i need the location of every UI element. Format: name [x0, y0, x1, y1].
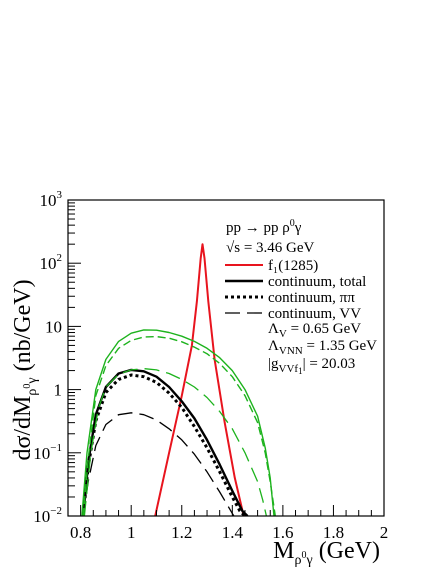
series-line-4 — [81, 329, 275, 516]
y-tick-label: 10 — [45, 317, 62, 336]
legend-label-3: continuum, VV — [268, 306, 361, 322]
legend-label-1: continuum, total — [268, 274, 366, 290]
annotation-block: pp → pp ρ0γ √s = 3.46 GeV — [226, 218, 315, 256]
x-axis: 0.8 1 1.2 1.4 1.6 1.8 2 — [67, 505, 389, 542]
x-tick-label: 1.2 — [171, 523, 192, 542]
x-tick-label: 2 — [380, 523, 389, 542]
x-tick-label: 1 — [127, 523, 136, 542]
annotation-reaction: pp → pp ρ0γ — [226, 218, 302, 236]
legend-label-0: f₁(1285) — [268, 258, 318, 274]
x-axis-title: Mρ0γ (GeV) — [273, 538, 380, 568]
annotation-lambda-vnn: ΛVNN = 1.35 GeV — [268, 338, 377, 357]
series-layer — [81, 243, 276, 516]
x-tick-label: 1.8 — [323, 523, 344, 542]
legend-label-2: continuum, ππ — [268, 290, 355, 306]
y-axis-title: dσ/dMρ0γ (nb/GeV) — [10, 279, 40, 460]
y-tick-label: 102 — [40, 252, 63, 273]
series-line-6 — [83, 367, 268, 516]
parameter-block: ΛV = 0.65 GeV ΛVNN = 1.35 GeV |gVVf1| = … — [268, 321, 377, 376]
series-line-3 — [82, 412, 235, 516]
y-tick-label: 1 — [54, 381, 63, 400]
y-tick-label: 10−1 — [33, 442, 62, 463]
y-tick-label: 10−2 — [33, 505, 62, 526]
annotation-coupling: |gVVf1| = 20.03 — [268, 356, 355, 376]
series-line-0 — [154, 243, 245, 516]
y-tick-label: 103 — [40, 189, 63, 210]
annotation-lambda-v: ΛV = 0.65 GeV — [268, 321, 361, 340]
series-line-2 — [81, 373, 247, 516]
plot-frame — [67, 199, 385, 517]
x-tick-label: 1.6 — [272, 523, 293, 542]
x-tick-label: 1.4 — [222, 523, 244, 542]
series-line-5 — [82, 335, 276, 516]
annotation-energy: √s = 3.46 GeV — [226, 240, 315, 256]
x-tick-label: 0.8 — [70, 523, 91, 542]
y-axis: 10−2 10−1 1 10 102 103 — [33, 189, 81, 526]
